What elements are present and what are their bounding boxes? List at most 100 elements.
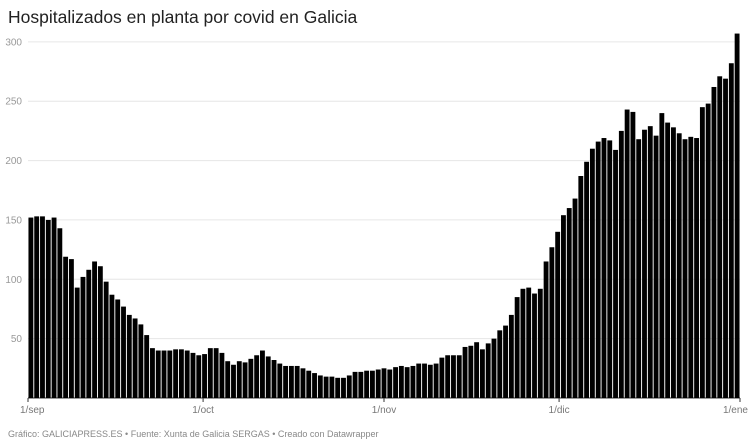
bar	[173, 349, 179, 398]
bar	[92, 261, 97, 398]
bar	[491, 338, 497, 398]
bar	[595, 141, 601, 398]
x-tick-label: 1/dic	[549, 405, 570, 416]
bar	[584, 161, 590, 398]
y-tick-label: 200	[5, 156, 22, 167]
bar	[508, 314, 514, 398]
bar	[671, 127, 676, 398]
bar	[427, 364, 433, 398]
bar	[688, 136, 694, 398]
bar	[555, 231, 561, 398]
bar	[28, 217, 34, 398]
bar	[537, 288, 543, 398]
bar	[74, 287, 80, 398]
bar	[630, 111, 636, 398]
bar	[717, 76, 723, 399]
bar	[416, 363, 422, 398]
bar	[561, 215, 566, 398]
bar	[503, 325, 508, 398]
bar	[306, 370, 312, 398]
bar	[728, 63, 734, 399]
bar	[329, 376, 335, 398]
bar	[277, 363, 283, 398]
bar	[410, 365, 416, 398]
bar	[231, 364, 236, 398]
y-axis: 50 100 150 200 250 300	[5, 37, 22, 345]
bar	[474, 342, 480, 398]
bar	[659, 113, 665, 398]
bar	[202, 354, 207, 398]
bar	[422, 363, 427, 398]
bar	[80, 276, 86, 398]
bar	[723, 78, 728, 399]
bar	[676, 133, 682, 398]
bar	[294, 365, 300, 398]
bar	[451, 355, 456, 398]
bar	[364, 370, 370, 398]
bar	[121, 306, 126, 398]
bar	[57, 228, 63, 398]
bar	[636, 139, 642, 398]
bar	[653, 135, 659, 398]
bar	[578, 176, 584, 398]
bar	[543, 261, 549, 398]
bar	[103, 281, 109, 398]
x-tick-label: 1/oct	[192, 405, 214, 416]
bars	[28, 33, 740, 399]
bar	[532, 293, 537, 398]
bar	[520, 288, 526, 398]
bar	[161, 350, 167, 398]
bar	[283, 365, 289, 398]
bar	[642, 129, 647, 398]
bar	[572, 198, 578, 398]
bar	[86, 269, 92, 398]
bar	[115, 299, 121, 398]
bar	[34, 216, 40, 398]
bar	[68, 259, 74, 398]
y-tick-label: 250	[5, 97, 22, 108]
bar	[445, 355, 451, 398]
bar	[549, 247, 555, 398]
bar	[312, 373, 317, 398]
bar	[404, 367, 410, 398]
bar	[138, 324, 144, 398]
bar	[479, 349, 485, 398]
bar	[589, 148, 595, 398]
bar	[225, 361, 231, 398]
bar	[618, 130, 624, 398]
bar	[485, 343, 491, 398]
bar	[323, 376, 329, 398]
bar	[109, 294, 115, 398]
bar	[456, 355, 462, 398]
bar	[335, 377, 341, 398]
bar	[190, 352, 196, 398]
bar	[300, 368, 306, 398]
bar	[97, 266, 103, 398]
bar	[132, 318, 138, 398]
bar	[155, 350, 161, 398]
bar	[352, 371, 358, 398]
bar	[601, 138, 607, 398]
bar	[375, 369, 381, 398]
bar	[63, 256, 69, 398]
bar	[387, 369, 393, 398]
bar	[219, 352, 225, 398]
y-tick-label: 300	[5, 37, 22, 48]
bar	[207, 348, 213, 398]
y-tick-label: 100	[5, 275, 22, 286]
bar	[150, 348, 155, 398]
bar	[126, 314, 132, 398]
bar	[624, 109, 630, 398]
bar	[607, 140, 613, 398]
bar	[398, 365, 404, 398]
bar	[317, 375, 323, 398]
bar	[699, 107, 705, 398]
bar	[236, 361, 242, 398]
bar	[369, 370, 375, 398]
bar	[213, 348, 219, 398]
chart-footer: Gráfico: GALICIAPRESS.ES • Fuente: Xunta…	[8, 429, 379, 439]
bar	[433, 363, 439, 398]
bar	[647, 126, 653, 399]
bar	[381, 368, 387, 398]
bar	[254, 355, 260, 398]
